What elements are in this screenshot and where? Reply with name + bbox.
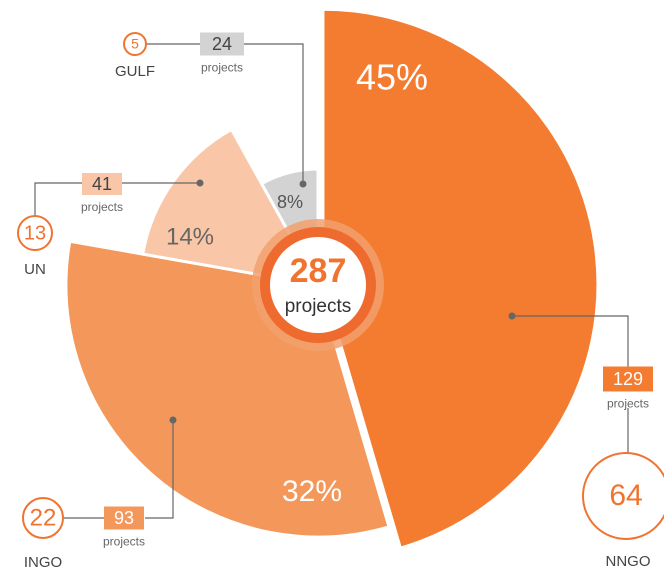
leader-line	[512, 315, 629, 453]
leader-line	[146, 43, 304, 184]
total: 287	[290, 252, 347, 290]
category-name: INGO	[24, 554, 62, 571]
project-box	[603, 366, 653, 392]
leader-dot	[508, 312, 516, 320]
category-name: GULF	[115, 63, 155, 80]
leader-dot	[299, 180, 307, 188]
project-unit: projects	[607, 397, 649, 411]
project-box	[82, 173, 122, 195]
org-circle	[582, 452, 664, 540]
org-count: 13	[24, 222, 46, 244]
center-disc	[270, 237, 366, 333]
project-box	[200, 32, 244, 56]
project-count: 129	[613, 369, 643, 389]
project-count: 41	[92, 174, 112, 194]
leader-dot	[196, 179, 204, 187]
category-name: UN	[24, 261, 46, 278]
org-circle	[17, 215, 53, 251]
org-count: 5	[131, 36, 139, 52]
project-count: 24	[212, 34, 232, 54]
project-unit: projects	[103, 535, 145, 549]
value-label: 8%	[277, 192, 303, 212]
value-label: 32%	[282, 475, 342, 508]
org-circle	[22, 497, 64, 539]
leader-line	[34, 182, 200, 216]
project-count: 93	[114, 508, 134, 528]
category-name: NNGO	[606, 553, 651, 570]
project-unit: projects	[201, 61, 243, 75]
pie-slice	[321, 7, 600, 551]
org-count: 22	[30, 504, 57, 531]
total-label: projects	[285, 296, 352, 317]
org-circle	[123, 32, 147, 56]
project-box	[104, 506, 144, 530]
project-unit: projects	[81, 200, 123, 214]
leader-dot	[169, 416, 177, 424]
leader-line	[63, 420, 174, 519]
org-count: 64	[609, 479, 642, 512]
value-label: 14%	[166, 223, 214, 250]
value-label: 45%	[356, 57, 428, 98]
